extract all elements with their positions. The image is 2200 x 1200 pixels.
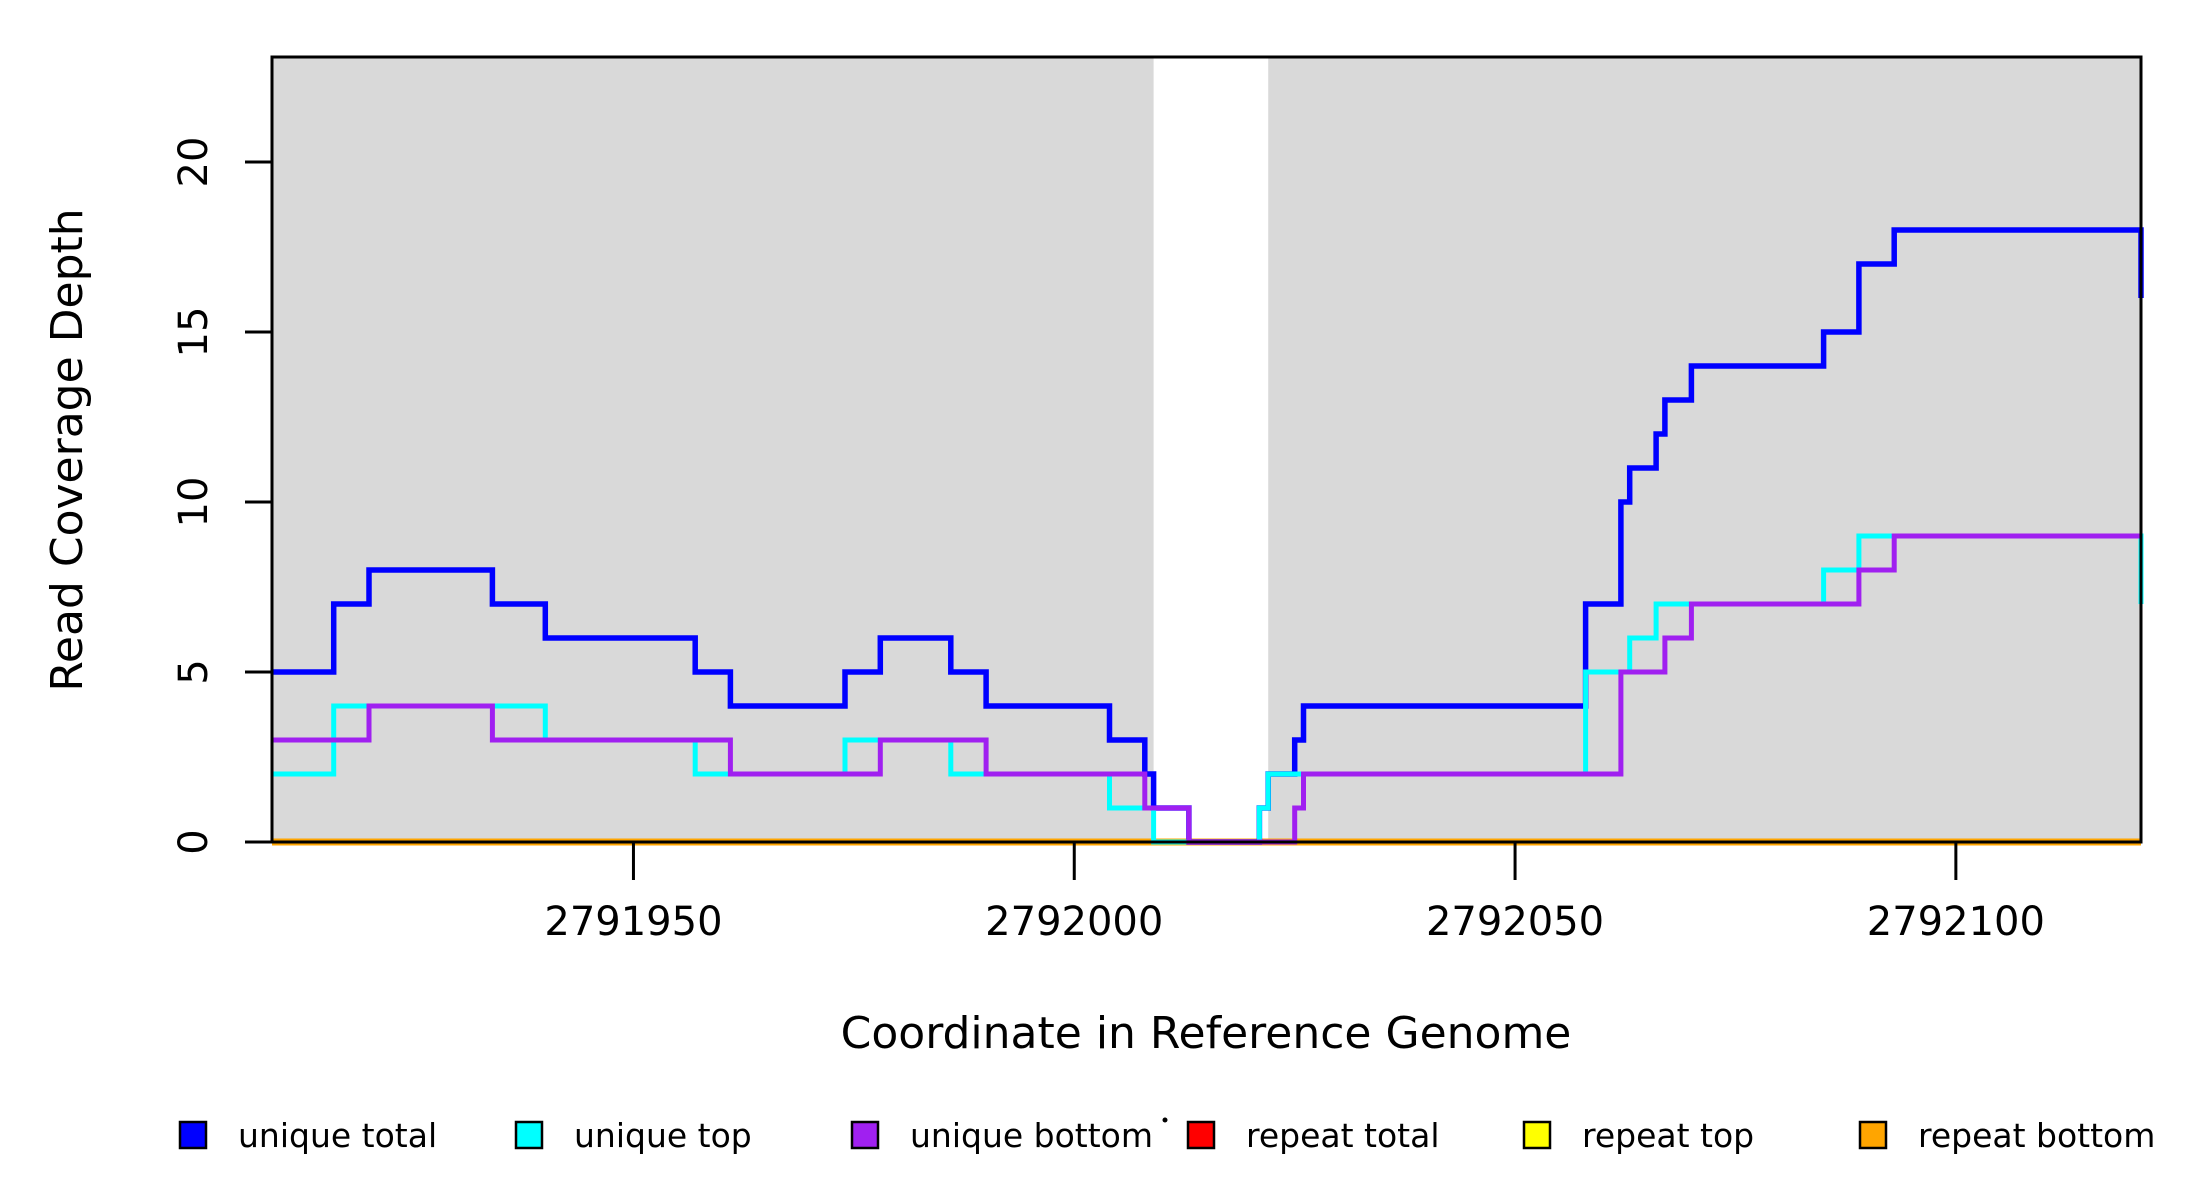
x-axis-tick-label: 2792100 (1867, 899, 2045, 945)
legend-item-repeat-total: repeat total (1186, 1116, 1440, 1155)
shaded-regions (272, 57, 2141, 842)
legend-item-unique-top: unique top (514, 1116, 752, 1155)
y-axis-tick-label: 20 (171, 137, 217, 188)
legend-label: unique total (238, 1116, 437, 1155)
legend-swatch-repeat-bottom (1858, 1120, 1888, 1150)
legend-item-unique-total: unique total (178, 1116, 437, 1155)
legend-swatch-repeat-total (1186, 1120, 1216, 1150)
axes: 2791950 2792000 2792050 2792100 0 5 10 15 20 (171, 137, 2045, 945)
y-axis-tick-label: 15 (171, 307, 217, 358)
x-axis-tick-label: 2792000 (985, 899, 1163, 945)
plot-border (270, 55, 2143, 844)
x-axis-tick-label: 2791950 (544, 899, 722, 945)
legend-swatch-unique-bottom (850, 1120, 880, 1150)
stray-dot (1162, 1117, 1168, 1123)
legend: unique total unique top unique bottom repea… (178, 1116, 2155, 1155)
legend-label: unique top (574, 1116, 752, 1155)
legend-swatch-repeat-top (1522, 1120, 1552, 1150)
legend-item-repeat-bottom: repeat bottom (1858, 1116, 2155, 1155)
legend-swatch-unique-top (514, 1120, 544, 1150)
legend-label: unique bottom (910, 1116, 1153, 1155)
plot-frame (270, 55, 2143, 844)
x-axis-title: Coordinate in Reference Genome (841, 1008, 1572, 1059)
y-axis-title: Read Coverage Depth (42, 208, 93, 691)
legend-item-repeat-top: repeat top (1522, 1116, 1754, 1155)
shaded-region-2 (1268, 57, 2141, 842)
y-axis-tick-label: 0 (171, 829, 217, 854)
shaded-region-1 (272, 57, 1154, 842)
legend-swatch-unique-total (178, 1120, 208, 1150)
legend-label: repeat total (1246, 1116, 1440, 1155)
legend-label: repeat bottom (1918, 1116, 2155, 1155)
y-axis-tick-label: 10 (171, 477, 217, 528)
legend-label: repeat top (1582, 1116, 1754, 1155)
y-axis-tick-label: 5 (171, 659, 217, 684)
x-axis-tick-label: 2792050 (1426, 899, 1604, 945)
legend-item-unique-bottom: unique bottom (850, 1116, 1153, 1155)
